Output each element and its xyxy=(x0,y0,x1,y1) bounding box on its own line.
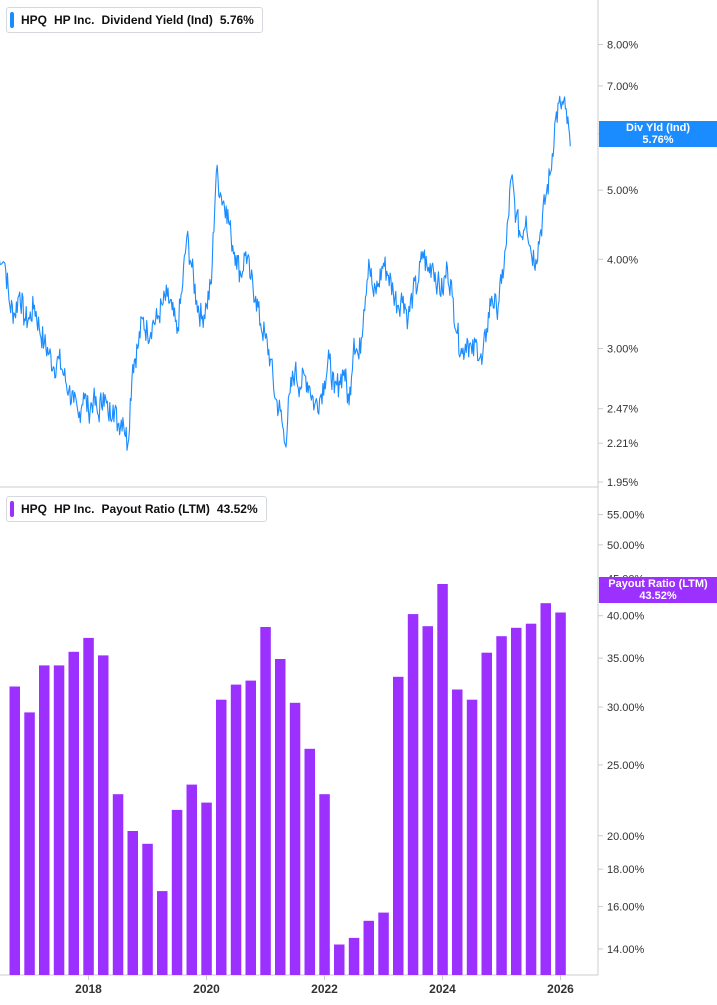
payout-ratio-bar xyxy=(201,802,212,975)
legend-company: HP Inc. xyxy=(54,502,95,516)
y-tick-label: 30.00% xyxy=(607,702,645,714)
x-axis-ticks: 2018 2020 2022 2024 2026 xyxy=(75,975,574,996)
payout-ratio-bar xyxy=(363,920,374,975)
payout-ratio-bar xyxy=(540,603,551,975)
y-tick-label: 3.00% xyxy=(607,343,638,355)
payout-ratio-bar xyxy=(511,627,522,975)
x-tick-label: 2022 xyxy=(311,982,338,996)
payout-ratio-bar xyxy=(496,636,507,975)
payout-ratio-bar xyxy=(83,637,94,975)
payout-ratio-legend[interactable]: HPQ HP Inc. Payout Ratio (LTM) 43.52% xyxy=(6,496,267,522)
payout-ratio-bar xyxy=(393,676,404,975)
payout-ratio-bar xyxy=(142,843,153,975)
payout-ratio-bar xyxy=(525,623,537,975)
payout-ratio-bar xyxy=(230,684,242,975)
payout-ratio-bar xyxy=(555,612,566,975)
payout-ratio-bar xyxy=(112,794,124,975)
legend-company: HP Inc. xyxy=(54,13,95,27)
payout-ratio-bar xyxy=(171,809,183,975)
payout-ratio-bar xyxy=(334,944,345,975)
y-tick-label: 55.00% xyxy=(607,510,645,522)
payout-ratio-bar xyxy=(348,937,360,975)
flag-label: Div Yld (Ind) xyxy=(626,122,690,134)
y-tick-label: 20.00% xyxy=(607,831,645,843)
payout-ratio-bars xyxy=(9,584,566,975)
y-tick-label: 4.00% xyxy=(607,254,638,266)
payout-ratio-bar xyxy=(68,651,79,975)
payout-ratio-bar xyxy=(481,652,492,975)
y-tick-label: 14.00% xyxy=(607,944,645,956)
payout-ratio-bar xyxy=(319,794,330,975)
legend-color-swatch xyxy=(10,12,14,28)
y-tick-label: 50.00% xyxy=(607,540,645,552)
payout-ratio-bar xyxy=(9,686,20,975)
y-tick-label: 1.95% xyxy=(607,477,638,489)
y-tick-label: 18.00% xyxy=(607,864,645,876)
payout-ratio-bar xyxy=(422,626,433,975)
payout-ratio-bar xyxy=(216,699,227,975)
y-tick-label: 2.47% xyxy=(607,404,638,416)
legend-value: 5.76% xyxy=(219,13,254,27)
y-tick-label: 25.00% xyxy=(607,760,645,772)
dividend-yield-value-flag: Div Yld (Ind) 5.76% xyxy=(599,121,717,147)
payout-ratio-bar xyxy=(289,702,301,975)
y-tick-label: 8.00% xyxy=(607,40,638,52)
y-tick-label: 16.00% xyxy=(607,902,645,914)
legend-ticker: HPQ xyxy=(21,502,48,516)
x-tick-label: 2024 xyxy=(429,982,456,996)
y-tick-label: 40.00% xyxy=(607,611,645,623)
flag-label: Payout Ratio (LTM) xyxy=(608,578,708,590)
top-y-axis-ticks: 8.00%7.00%6.00%5.00%4.00%3.00%2.47%2.21%… xyxy=(598,40,638,489)
payout-ratio-bar xyxy=(157,891,168,975)
payout-ratio-bar xyxy=(24,712,35,975)
payout-ratio-value-flag: Payout Ratio (LTM) 43.52% xyxy=(599,577,717,603)
payout-ratio-bar xyxy=(304,748,315,975)
payout-ratio-bar xyxy=(466,699,478,975)
legend-value: 43.52% xyxy=(216,502,258,516)
x-tick-label: 2018 xyxy=(75,982,102,996)
y-tick-label: 35.00% xyxy=(607,653,645,665)
payout-ratio-bar xyxy=(378,912,389,975)
y-tick-label: 5.00% xyxy=(607,185,638,197)
legend-color-swatch xyxy=(10,501,14,517)
x-tick-label: 2026 xyxy=(547,982,574,996)
legend-metric: Payout Ratio (LTM) xyxy=(101,502,210,516)
payout-ratio-bar xyxy=(245,680,256,975)
payout-ratio-bar xyxy=(260,627,271,975)
dividend-yield-line xyxy=(0,95,571,451)
payout-ratio-bar xyxy=(127,831,138,975)
payout-ratio-bar xyxy=(452,689,463,975)
flag-value: 43.52% xyxy=(639,590,677,602)
legend-ticker: HPQ xyxy=(21,13,48,27)
legend-metric: Dividend Yield (Ind) xyxy=(101,13,213,27)
payout-ratio-bar xyxy=(275,659,286,975)
payout-ratio-bar xyxy=(53,665,65,975)
y-tick-label: 7.00% xyxy=(607,81,638,93)
payout-ratio-bar xyxy=(39,665,50,975)
payout-ratio-bar xyxy=(186,784,197,975)
flag-value: 5.76% xyxy=(642,134,674,146)
payout-ratio-bar xyxy=(98,655,109,975)
dividend-yield-legend[interactable]: HPQ HP Inc. Dividend Yield (Ind) 5.76% xyxy=(6,7,263,33)
x-tick-label: 2020 xyxy=(193,982,220,996)
y-tick-label: 2.21% xyxy=(607,438,638,450)
payout-ratio-bar xyxy=(407,614,419,975)
dividend-yield-series xyxy=(0,95,571,451)
payout-ratio-bar xyxy=(437,584,448,975)
